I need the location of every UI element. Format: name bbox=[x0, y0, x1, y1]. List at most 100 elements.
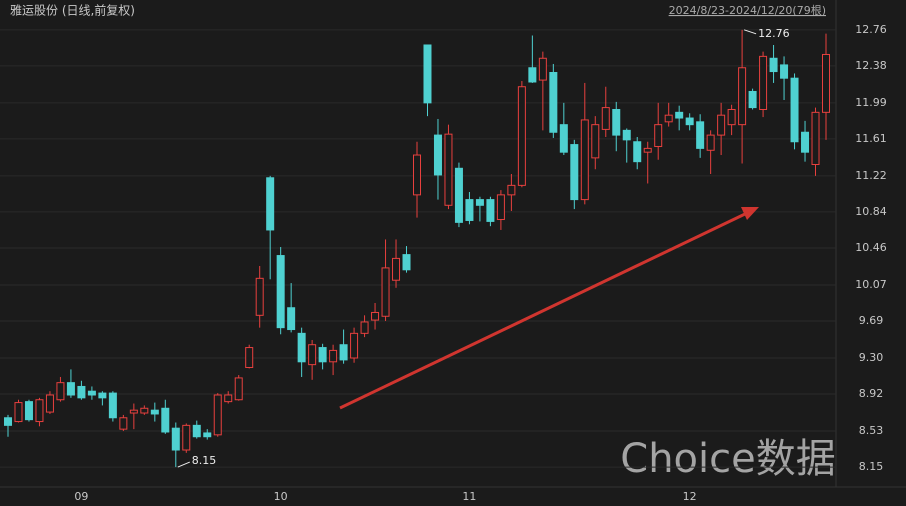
candle-body bbox=[224, 394, 233, 403]
candle-body bbox=[45, 394, 54, 413]
candle-body bbox=[339, 344, 348, 361]
candle-body bbox=[56, 382, 65, 401]
candle-body bbox=[360, 321, 369, 334]
candle-body bbox=[822, 53, 830, 113]
y-tick-label: 8.53 bbox=[859, 424, 884, 437]
candle-body bbox=[255, 277, 264, 316]
candle-body bbox=[612, 108, 621, 136]
candle-body bbox=[675, 111, 684, 119]
candle-body bbox=[182, 424, 191, 451]
candle-body bbox=[780, 64, 789, 79]
candle-body bbox=[77, 385, 86, 399]
candle-body bbox=[528, 67, 537, 83]
candle-body bbox=[423, 44, 432, 104]
candle-body bbox=[696, 121, 705, 149]
chart-title: 雅运股份 (日线,前复权) bbox=[10, 3, 135, 18]
candle-body bbox=[633, 141, 642, 163]
candle-body bbox=[654, 124, 663, 147]
candle-body bbox=[87, 390, 96, 396]
candle-body bbox=[454, 167, 463, 223]
high-marker-line bbox=[743, 29, 757, 35]
candle-body bbox=[517, 86, 526, 186]
candle-body bbox=[759, 55, 768, 110]
watermark: Choice数据 bbox=[620, 436, 835, 482]
candle-body bbox=[350, 332, 359, 359]
candle-body bbox=[402, 254, 411, 271]
candle-body bbox=[601, 107, 610, 130]
candle-body bbox=[234, 377, 243, 401]
candle-body bbox=[413, 154, 421, 196]
y-tick-label: 10.07 bbox=[855, 278, 887, 291]
candle-body bbox=[706, 134, 715, 151]
candle-body bbox=[591, 124, 600, 159]
candle-body bbox=[748, 90, 757, 109]
candle-body bbox=[98, 392, 107, 399]
low-marker-line bbox=[177, 461, 190, 468]
high-marker-label: 12.76 bbox=[758, 27, 790, 40]
candle-body bbox=[559, 124, 568, 153]
y-tick-label: 8.92 bbox=[859, 387, 884, 400]
x-tick-label: 09 bbox=[74, 490, 88, 503]
candle-body bbox=[727, 108, 736, 126]
y-tick-label: 10.46 bbox=[855, 241, 887, 254]
low-marker-label: 8.15 bbox=[192, 454, 217, 467]
candle-body bbox=[35, 399, 44, 423]
candle-body bbox=[486, 199, 495, 222]
y-tick-label: 11.22 bbox=[855, 169, 887, 182]
candle-body bbox=[622, 129, 631, 141]
candle-body bbox=[664, 114, 673, 123]
candle-body bbox=[381, 267, 390, 317]
candle-body bbox=[570, 144, 579, 201]
candle-body bbox=[171, 427, 180, 451]
candle-body bbox=[266, 177, 275, 231]
candle-body bbox=[287, 307, 296, 331]
candle-body bbox=[738, 67, 747, 126]
candle-body bbox=[108, 392, 117, 419]
plot: 8.15 8.53 8.92 9.30 9.69 10.07 10.46 10.84 11.22… bbox=[0, 23, 887, 503]
candle-body bbox=[14, 402, 23, 423]
candle-body bbox=[580, 119, 589, 201]
candle-body bbox=[150, 409, 159, 415]
y-tick-label: 9.69 bbox=[859, 314, 884, 327]
candle-body bbox=[643, 147, 652, 153]
candle-body bbox=[685, 117, 694, 126]
candle-body bbox=[769, 57, 778, 73]
candle-body bbox=[161, 407, 170, 433]
candle-body bbox=[433, 134, 442, 176]
y-tick-label: 8.15 bbox=[859, 460, 884, 473]
candle-body bbox=[790, 77, 799, 143]
candle-body bbox=[245, 347, 254, 368]
candle-body bbox=[538, 57, 547, 81]
y-tick-label: 12.38 bbox=[855, 59, 887, 72]
candle-body bbox=[507, 184, 516, 196]
candle-body bbox=[392, 257, 401, 281]
candle-body bbox=[496, 194, 505, 221]
y-tick-label: 11.61 bbox=[855, 132, 887, 145]
candle-body bbox=[140, 407, 149, 414]
trend-arrow bbox=[339, 212, 746, 410]
y-tick-label: 12.76 bbox=[855, 23, 887, 36]
y-tick-label: 9.30 bbox=[859, 351, 884, 364]
y-tick-label: 11.99 bbox=[855, 96, 887, 109]
candle-body bbox=[119, 417, 128, 430]
candle-body bbox=[465, 199, 474, 221]
candle-body bbox=[329, 349, 338, 363]
y-tick-label: 10.84 bbox=[855, 205, 887, 218]
range-label[interactable]: 2024/8/23-2024/12/20(79根) bbox=[669, 3, 826, 17]
candle-body bbox=[371, 311, 380, 321]
candle-body bbox=[129, 409, 138, 414]
candle-body bbox=[801, 131, 810, 153]
candle-body bbox=[475, 199, 484, 206]
x-tick-label: 11 bbox=[462, 490, 476, 503]
x-tick-label: 12 bbox=[683, 490, 697, 503]
candle-body bbox=[276, 255, 285, 329]
candle-body bbox=[24, 401, 33, 421]
candle-body bbox=[717, 114, 726, 136]
arrow-head bbox=[741, 207, 759, 220]
candle-body bbox=[297, 332, 306, 363]
candle-body bbox=[192, 424, 201, 438]
candle-body bbox=[203, 432, 212, 438]
candle-body bbox=[66, 382, 75, 396]
